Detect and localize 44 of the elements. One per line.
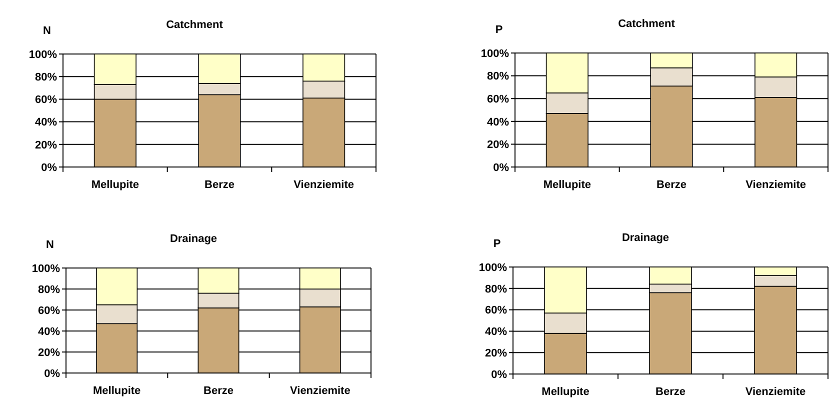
x-tick-label: Berze bbox=[204, 179, 234, 191]
x-tick-label: Mellupite bbox=[91, 179, 140, 191]
y-tick-label: 40% bbox=[34, 116, 58, 129]
y-tick-label: 80% bbox=[38, 284, 60, 296]
y-tick-label: 0% bbox=[41, 162, 58, 174]
x-tick-label: Mellupite bbox=[542, 386, 590, 398]
y-tick-label: 40% bbox=[484, 326, 508, 338]
x-tick-label: Vienziemite bbox=[746, 179, 806, 191]
y-tick-label: 40% bbox=[486, 116, 510, 128]
x-tick-label: Mellupite bbox=[92, 385, 141, 397]
chart-title: Catchment bbox=[166, 19, 224, 31]
x-tick-label: Vienziemite bbox=[294, 179, 354, 191]
y-tick-label: 60% bbox=[34, 94, 58, 106]
y-tick-label: 60% bbox=[486, 93, 510, 106]
chart-title: Drainage bbox=[170, 233, 218, 245]
y-tick-label: 100% bbox=[32, 262, 60, 275]
x-tick-label: Mellupite bbox=[543, 179, 592, 191]
y-tick-label: 100% bbox=[480, 48, 510, 60]
y-tick-label: 20% bbox=[486, 139, 510, 152]
x-tick-label: Berze bbox=[656, 386, 686, 398]
chart-title: Catchment bbox=[618, 18, 676, 30]
x-tick-label: Vienziemite bbox=[745, 386, 806, 398]
y-tick-label: 60% bbox=[484, 304, 508, 317]
x-tick-label: Berze bbox=[204, 385, 234, 397]
y-tick-label: 0% bbox=[44, 368, 60, 380]
y-tick-label: 80% bbox=[486, 70, 510, 83]
y-tick-label: 80% bbox=[484, 283, 508, 296]
y-axis-title: P bbox=[495, 24, 503, 36]
y-tick-label: 0% bbox=[493, 162, 510, 174]
y-tick-label: 20% bbox=[484, 347, 508, 360]
y-tick-label: 80% bbox=[34, 71, 58, 84]
y-axis-title: P bbox=[493, 238, 501, 250]
y-axis-title: N bbox=[46, 239, 54, 251]
y-tick-label: 100% bbox=[478, 262, 508, 274]
y-tick-label: 40% bbox=[38, 326, 60, 338]
chart-title: Drainage bbox=[622, 232, 670, 244]
y-axis-title: N bbox=[43, 25, 52, 37]
x-tick-label: Vienziemite bbox=[290, 385, 350, 397]
y-tick-label: 0% bbox=[491, 368, 508, 381]
y-tick-label: 60% bbox=[38, 304, 60, 317]
y-tick-label: 20% bbox=[38, 346, 60, 359]
y-tick-label: 20% bbox=[34, 139, 58, 152]
y-tick-label: 100% bbox=[28, 48, 58, 61]
x-tick-label: Berze bbox=[656, 179, 686, 191]
